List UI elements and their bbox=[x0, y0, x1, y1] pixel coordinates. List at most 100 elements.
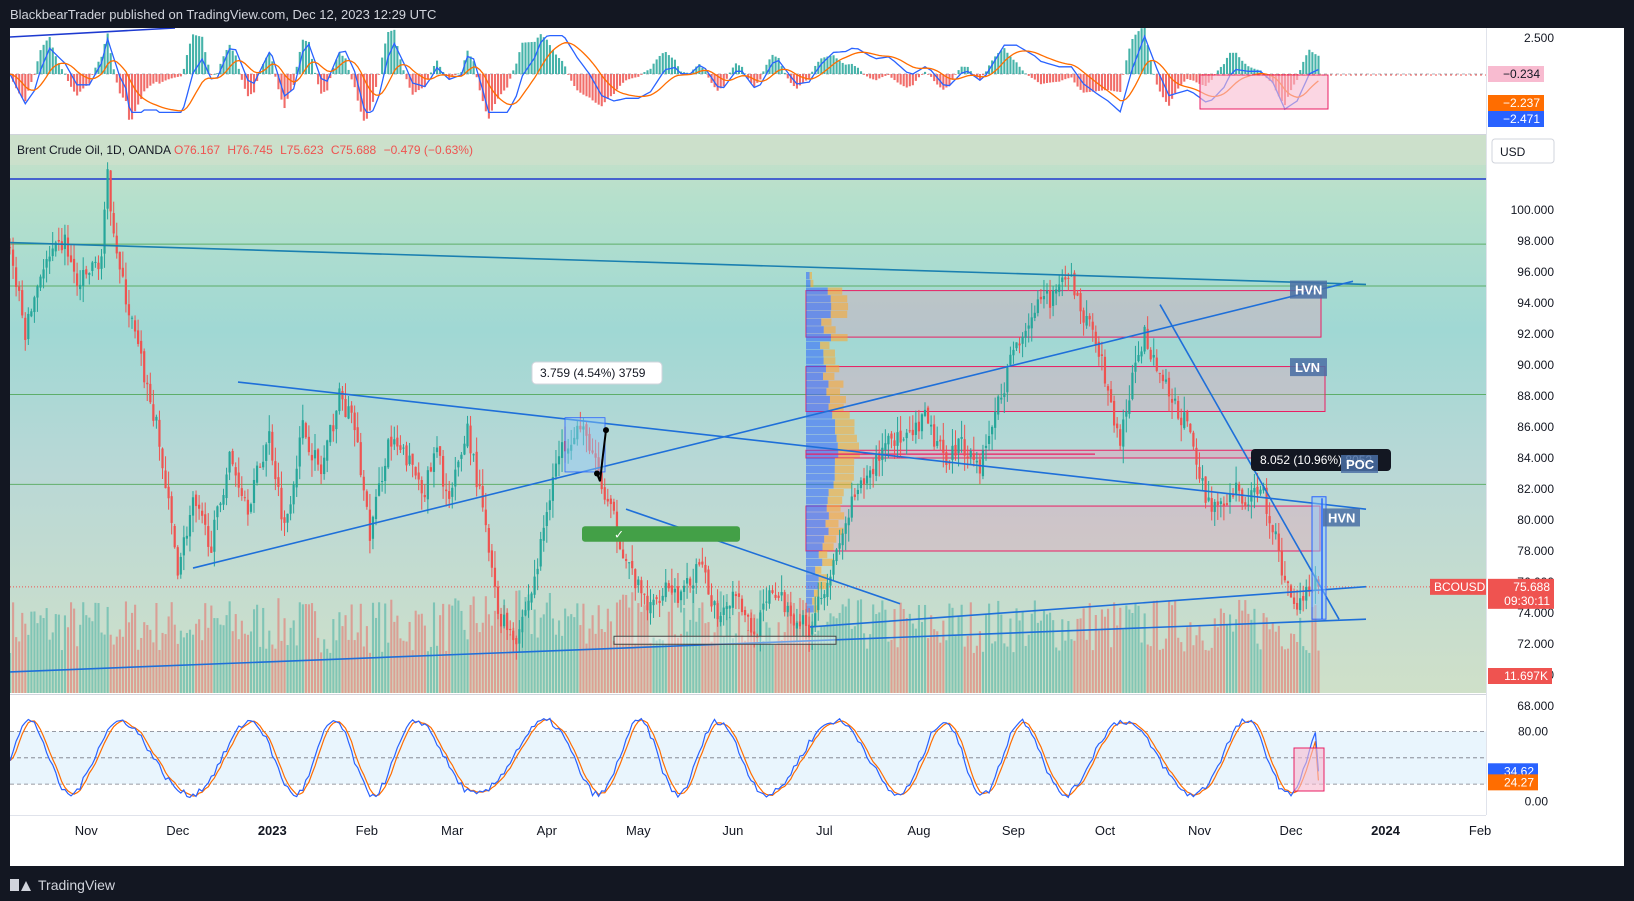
candle-body bbox=[393, 439, 396, 445]
volume-bar bbox=[1131, 613, 1134, 693]
volume-bar bbox=[704, 623, 707, 693]
macd-hist-bar bbox=[231, 50, 234, 74]
candle-body bbox=[143, 351, 146, 383]
macd-hist-bar bbox=[201, 36, 204, 74]
currency-label[interactable]: USD bbox=[1500, 145, 1526, 159]
time-tick: Mar bbox=[441, 823, 464, 838]
macd-hist-bar bbox=[1049, 74, 1052, 83]
macd-hist-bar bbox=[152, 74, 155, 84]
macd-hist-bar bbox=[1317, 55, 1320, 74]
macd-pane[interactable] bbox=[10, 28, 1624, 134]
volume-bar bbox=[680, 633, 683, 693]
volume-bar bbox=[314, 611, 317, 693]
volume-bar bbox=[1158, 649, 1161, 693]
candle-body bbox=[551, 477, 554, 501]
volume-bar bbox=[79, 624, 82, 693]
chart-frame[interactable]: ✓ 3.759 (4.54%) 3759 8.052 (10.96%) 8052 H… bbox=[8, 25, 1624, 866]
candle-body bbox=[609, 498, 612, 505]
candle-body bbox=[24, 317, 27, 340]
volume-bar bbox=[981, 651, 985, 693]
macd-hist-bar bbox=[951, 74, 954, 80]
candle-body bbox=[695, 564, 698, 583]
candle-body bbox=[152, 404, 155, 421]
volume-bar bbox=[359, 603, 362, 693]
symbol-legend[interactable]: Brent Crude Oil, 1D, OANDA O76.167 H76.7… bbox=[17, 143, 473, 157]
macd-hist-bar bbox=[207, 64, 210, 74]
macd-hist-bar bbox=[588, 74, 591, 98]
candle-body bbox=[740, 598, 744, 613]
macd-hist-bar bbox=[36, 61, 39, 74]
macd-hist-bar bbox=[167, 74, 170, 80]
macd-hist-bar bbox=[396, 46, 399, 74]
profile-up bbox=[806, 496, 828, 504]
volume-bar bbox=[1100, 609, 1103, 693]
candle-body bbox=[243, 497, 246, 499]
volume-bar bbox=[371, 602, 375, 693]
volume-bar bbox=[942, 620, 945, 693]
currency-selector[interactable]: USD bbox=[1491, 138, 1555, 164]
price-pane[interactable] bbox=[10, 135, 1486, 693]
volume-bar bbox=[256, 604, 259, 693]
candle-body bbox=[612, 501, 615, 511]
candle-body bbox=[820, 598, 823, 600]
volume-bar bbox=[127, 622, 131, 693]
macd-hist-bar bbox=[469, 56, 472, 74]
candle-body bbox=[554, 463, 558, 477]
macd-hist-bar bbox=[1308, 49, 1311, 74]
volume-bar bbox=[1122, 629, 1125, 693]
candle-body bbox=[210, 546, 213, 553]
volume-bar bbox=[1088, 603, 1091, 693]
profile-down bbox=[826, 388, 841, 396]
macd-hist-bar bbox=[606, 74, 609, 99]
volume-bar bbox=[100, 632, 103, 693]
volume-bar bbox=[936, 631, 939, 693]
macd-hist-bar bbox=[594, 74, 597, 103]
candle-body bbox=[512, 630, 515, 641]
candle-body bbox=[753, 631, 756, 635]
volume-bar bbox=[1164, 638, 1168, 693]
macd-hist-bar bbox=[24, 74, 27, 102]
volume-bar bbox=[908, 613, 911, 693]
candle-body bbox=[719, 616, 722, 623]
candle-body bbox=[1052, 290, 1055, 306]
volume-bar bbox=[1268, 629, 1271, 693]
profile-down bbox=[835, 419, 855, 427]
profile-down bbox=[828, 489, 844, 497]
volume-bar bbox=[1311, 607, 1314, 693]
profile-up bbox=[806, 442, 838, 450]
volume-bar bbox=[972, 652, 975, 693]
macd-hist-bar bbox=[530, 42, 533, 74]
volume-bar bbox=[765, 622, 768, 693]
volume-bar bbox=[445, 650, 448, 693]
time-tick: Jul bbox=[816, 823, 833, 838]
candle-body bbox=[1158, 373, 1161, 375]
macd-hist-bar bbox=[420, 74, 423, 89]
macd-hist-bar bbox=[826, 56, 829, 74]
macd-hist-bar bbox=[737, 65, 741, 74]
candle-body bbox=[170, 496, 173, 523]
candle-body bbox=[670, 585, 673, 593]
macd-hist-bar bbox=[323, 74, 326, 92]
volume-label-box bbox=[1488, 668, 1552, 684]
macd-hist-bar bbox=[920, 74, 924, 75]
macd-hist-bar bbox=[188, 43, 192, 74]
volume-bar bbox=[1039, 620, 1042, 693]
profile-up bbox=[806, 458, 835, 466]
volume-bar bbox=[292, 620, 295, 693]
candle-body bbox=[51, 248, 54, 257]
candle-body bbox=[1036, 299, 1039, 314]
trend-lines[interactable] bbox=[9, 27, 1367, 673]
macd-hist-bar bbox=[631, 74, 634, 79]
candle-body bbox=[1183, 412, 1186, 429]
legend-high: H76.745 bbox=[227, 143, 273, 157]
candle-body bbox=[432, 453, 436, 472]
candle-body bbox=[1055, 289, 1058, 294]
profile-down bbox=[828, 380, 844, 388]
macd-hist-bar bbox=[765, 64, 768, 74]
macd-hist-bar bbox=[1052, 74, 1055, 83]
volume-bar bbox=[399, 638, 402, 693]
time-axis[interactable] bbox=[10, 815, 1624, 866]
tradingview-logo[interactable]: TradingView bbox=[10, 877, 115, 893]
